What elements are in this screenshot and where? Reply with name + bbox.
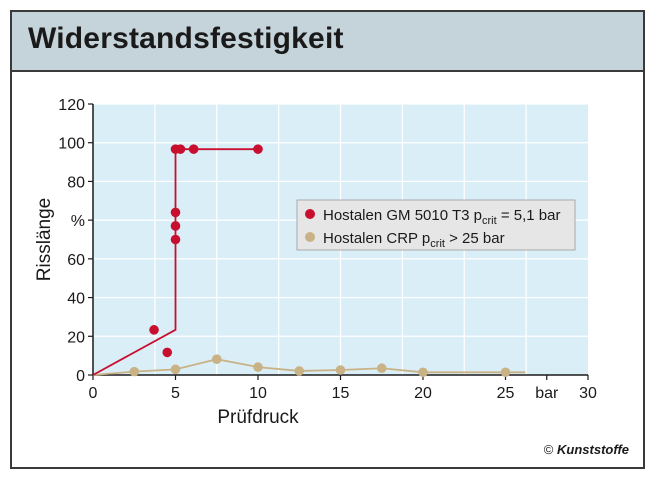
data-point-hostalen-crp <box>129 366 140 377</box>
x-tick-label: 20 <box>414 385 432 402</box>
data-point-hostalen-gm <box>170 221 181 231</box>
data-point-hostalen-crp <box>500 367 511 378</box>
data-point-hostalen-crp <box>376 363 387 374</box>
page-title: Widerstandsfestigkeit <box>28 22 344 55</box>
x-tick-label: 10 <box>249 385 267 402</box>
y-tick-label: 60 <box>67 252 85 269</box>
y-tick-label: 20 <box>67 329 85 346</box>
credit-brand: Kunststoffe <box>557 442 629 457</box>
copyright-credit: © Kunststoffe <box>544 442 629 457</box>
legend-box <box>296 199 576 251</box>
data-point-hostalen-gm <box>188 144 199 154</box>
copyright-symbol: © <box>543 442 554 457</box>
y-tick-label: 120 <box>58 97 85 114</box>
x-tick-label: 0 <box>89 385 98 402</box>
x-tick-label: 15 <box>332 385 350 402</box>
x-axis-title: Prüfdruck <box>217 407 299 428</box>
data-point-hostalen-gm <box>170 207 181 218</box>
data-point-hostalen-gm <box>162 347 173 358</box>
data-point-hostalen-crp <box>418 367 428 378</box>
y-tick-label: 100 <box>58 136 85 153</box>
y-axis-title: Risslänge <box>34 198 55 281</box>
data-point-hostalen-crp <box>211 354 222 364</box>
data-point-hostalen-gm <box>149 325 159 335</box>
x-tick-label: 30 <box>579 385 597 402</box>
data-point-hostalen-crp <box>335 365 346 375</box>
data-point-hostalen-crp <box>253 362 263 372</box>
x-tick-label: bar <box>535 385 559 402</box>
x-tick-label: 5 <box>171 385 180 402</box>
x-tick-label: 25 <box>497 385 515 402</box>
data-point-hostalen-gm <box>175 144 186 154</box>
y-tick-label: % <box>71 213 85 230</box>
legend-label: Hostalen GM 5010 T3 pcrit = 5,1 bar <box>323 207 560 227</box>
legend-marker <box>305 232 315 242</box>
data-point-hostalen-crp <box>170 364 181 375</box>
y-tick-label: 0 <box>76 368 85 385</box>
data-point-hostalen-gm <box>253 144 263 154</box>
legend-label: Hostalen CRP pcrit > 25 bar <box>323 230 505 250</box>
data-point-hostalen-crp <box>294 366 305 376</box>
header-bar: Widerstandsfestigkeit <box>12 12 643 72</box>
y-tick-label: 80 <box>67 174 85 191</box>
data-point-hostalen-gm <box>170 234 181 245</box>
y-tick-label: 40 <box>67 291 85 308</box>
legend-marker <box>305 209 315 219</box>
